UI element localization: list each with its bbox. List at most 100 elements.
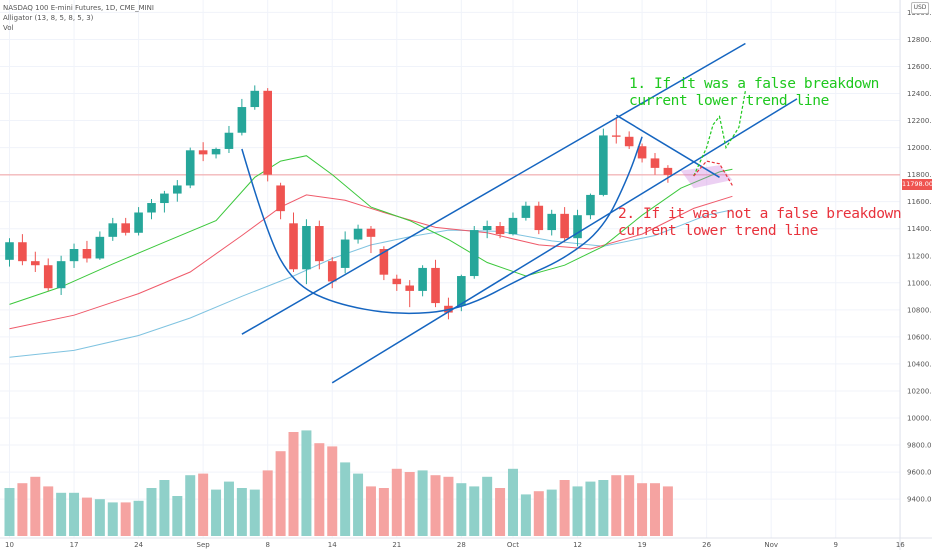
candle-body xyxy=(405,285,414,291)
time-tick-label: 19 xyxy=(638,541,647,549)
candle xyxy=(650,153,660,175)
volume-bar xyxy=(107,502,118,536)
time-tick-label: 26 xyxy=(702,541,711,549)
price-tick-label: 11200.00 xyxy=(907,252,932,260)
volume-bar xyxy=(546,489,557,536)
candle xyxy=(573,209,582,247)
candle-body xyxy=(611,135,621,137)
candle xyxy=(211,147,221,159)
volume-bar xyxy=(133,500,144,536)
candle xyxy=(263,88,272,182)
candle-body xyxy=(134,212,143,233)
alligator-jaw-line xyxy=(9,209,733,358)
alligator-teeth-line xyxy=(9,194,733,330)
last-price-label: 11798.00 xyxy=(902,179,932,190)
volume-bar xyxy=(30,476,41,536)
candle xyxy=(147,198,156,220)
indicator-title[interactable]: Alligator (13, 8, 5, 8, 5, 3) xyxy=(3,14,94,22)
price-tick-label: 12800.00 xyxy=(907,36,932,44)
price-axis[interactable]: 13000.0012800.0012600.0012400.0012200.00… xyxy=(907,9,932,504)
time-tick-label: Oct xyxy=(507,541,519,549)
volume-bar xyxy=(81,497,92,536)
volume-bar xyxy=(456,483,467,536)
volume-bar xyxy=(662,486,673,536)
candle-body xyxy=(289,223,298,270)
candle-body xyxy=(599,135,608,195)
price-tick-label: 11400.00 xyxy=(907,225,932,233)
candle-body xyxy=(185,150,195,186)
target-zone xyxy=(680,165,733,189)
candle xyxy=(663,165,673,183)
time-axis[interactable]: 101724Sep8142128Oct121926Nov91623Nov xyxy=(5,541,932,549)
candle xyxy=(353,224,363,244)
candle xyxy=(366,226,376,254)
candle xyxy=(121,217,130,236)
candle-body xyxy=(353,228,363,240)
volume-bar xyxy=(624,475,635,536)
annotation-2-line-2: current lower trend line xyxy=(618,223,818,239)
candle-body xyxy=(147,203,156,213)
price-tick-label: 12600.00 xyxy=(907,63,932,71)
time-tick-label: 17 xyxy=(70,541,79,549)
candle-body xyxy=(82,249,92,259)
candle-body xyxy=(637,146,647,159)
volume-bar xyxy=(288,432,299,536)
candle-body xyxy=(366,228,376,237)
volume-bar xyxy=(559,480,570,536)
candle-body xyxy=(508,217,518,235)
candle xyxy=(18,234,27,266)
candle xyxy=(160,190,169,213)
volume-bar xyxy=(172,496,183,536)
channel-lower-line xyxy=(331,98,798,384)
candle-body xyxy=(586,194,595,216)
volume-bar xyxy=(507,468,518,536)
volume-title[interactable]: Vol xyxy=(3,24,14,32)
candle-body xyxy=(302,226,311,270)
currency-badge[interactable]: USD xyxy=(911,2,929,14)
candle-body xyxy=(624,136,634,147)
candle xyxy=(134,207,143,236)
price-tick-label: 10200.00 xyxy=(907,387,932,395)
time-tick-label: 21 xyxy=(392,541,401,549)
candle-body xyxy=(56,261,66,289)
candle-body xyxy=(31,261,40,266)
candle-body xyxy=(263,90,272,175)
volume-bar xyxy=(327,446,338,536)
candle xyxy=(431,259,440,308)
annotation-1-line-1: 1. If it was a false breakdown xyxy=(629,76,879,92)
volume-bar xyxy=(185,475,196,536)
candle-body xyxy=(69,249,79,262)
annotation-false-breakdown: 1. If it was a false breakdown current l… xyxy=(629,76,879,110)
candle xyxy=(469,226,479,279)
price-tick-label: 9800.00 xyxy=(907,442,932,450)
volume-bar xyxy=(533,491,544,536)
candle xyxy=(340,231,350,274)
candle xyxy=(418,265,427,297)
candle-body xyxy=(469,230,479,277)
time-tick-label: 10 xyxy=(5,541,14,549)
candle xyxy=(624,131,634,149)
time-tick-label: 9 xyxy=(833,541,837,549)
price-tick-label: 10400.00 xyxy=(907,360,932,368)
time-tick-label: Sep xyxy=(197,541,211,549)
candle-body xyxy=(392,278,402,285)
price-tick-label: 9400.00 xyxy=(907,496,932,504)
candle xyxy=(482,220,492,239)
candle-body xyxy=(650,158,660,168)
candle xyxy=(495,221,505,239)
price-tick-label: 10600.00 xyxy=(907,333,932,341)
volume-bar xyxy=(649,483,660,536)
candle xyxy=(302,219,311,285)
candle xyxy=(69,243,79,268)
volume-bar xyxy=(353,473,364,536)
time-tick-label: 16 xyxy=(896,541,905,549)
cup-curve xyxy=(241,136,643,315)
candle xyxy=(173,180,182,202)
candle xyxy=(237,98,247,136)
volume-bar xyxy=(469,486,480,536)
candle-body xyxy=(121,223,130,233)
symbol-title[interactable]: NASDAQ 100 E-mini Futures, 1D, CME_MINI xyxy=(3,4,154,12)
candle-body xyxy=(18,242,27,262)
volume-bar xyxy=(301,430,312,536)
